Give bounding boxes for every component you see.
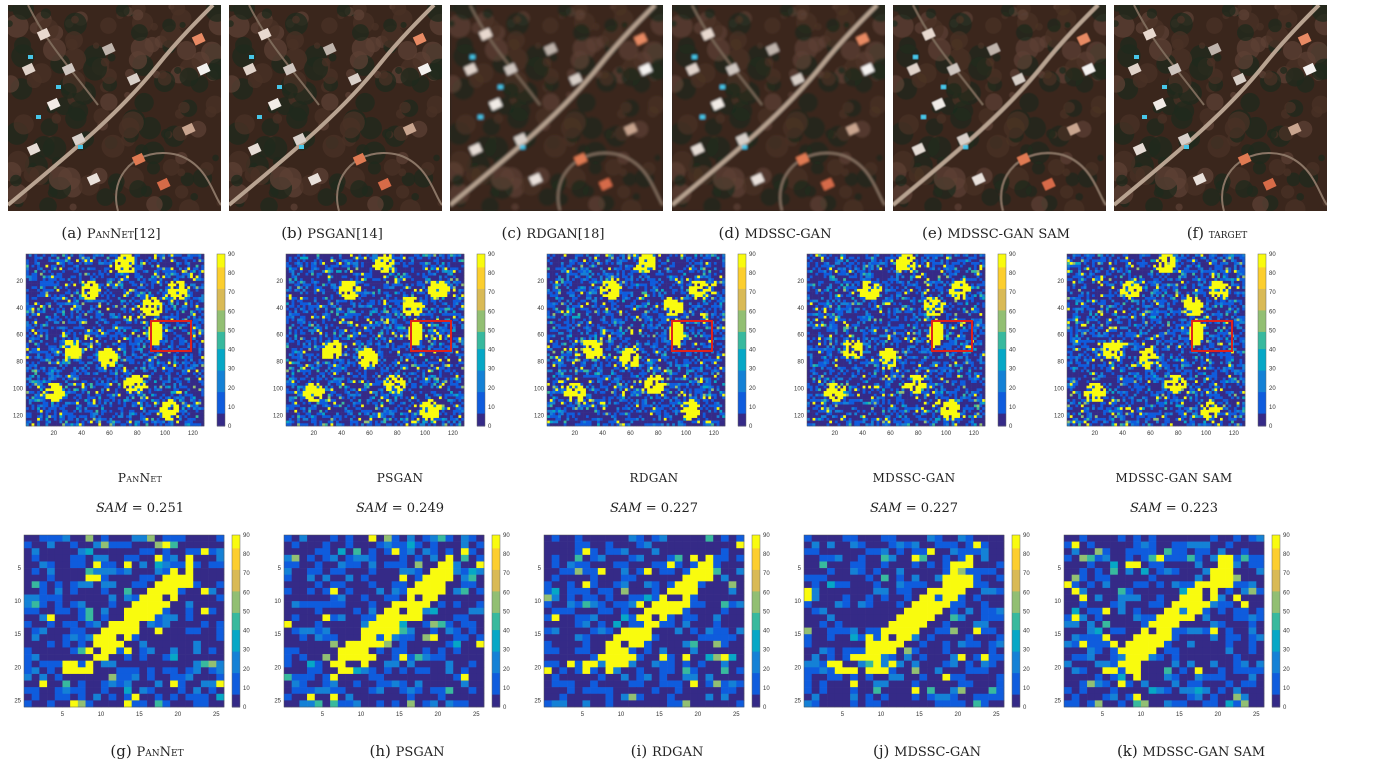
satellite-image bbox=[450, 5, 663, 211]
zoom-sam-heatmap: 5 10 15 20 25 5 10 15 20 25 0 10 20 30 40 50 60 70 80 90 bbox=[520, 530, 788, 730]
caption-f: (f) target bbox=[1102, 224, 1332, 242]
zoom-sam-heatmap: 5 10 15 20 25 5 10 15 20 25 0 10 20 30 40 50 60 70 80 90 bbox=[0, 530, 268, 730]
method-label-rdgan: RDGAN bbox=[554, 471, 754, 485]
zoom-sam-heatmap: 5 10 15 20 25 5 10 15 20 25 0 10 20 30 40 50 60 70 80 90 bbox=[780, 530, 1048, 730]
full-sam-heatmap: 20 40 60 80 100 120 20 40 60 80 100 120 0 10 20 30 40 50 6… bbox=[260, 250, 510, 440]
satellite-image bbox=[1114, 5, 1327, 211]
caption-a: (a) PanNet[12] bbox=[0, 224, 226, 242]
satellite-image bbox=[893, 5, 1106, 211]
method-label-mdssc-gan: MDSSC-GAN bbox=[814, 471, 1014, 485]
method-label-mdssc-gan-sam: MDSSC-GAN SAM bbox=[1074, 471, 1274, 485]
caption-d: (d) MDSSC-GAN bbox=[660, 224, 890, 242]
method-label-pannet: PanNet bbox=[40, 471, 240, 485]
sam-value-psgan: SAM = 0.249 bbox=[300, 501, 500, 516]
caption-e: (e) MDSSC-GAN SAM bbox=[881, 224, 1111, 242]
caption-h: (h) PSGAN bbox=[292, 742, 522, 760]
satellite-image bbox=[8, 5, 221, 211]
satellite-image bbox=[672, 5, 885, 211]
method-label-psgan: PSGAN bbox=[300, 471, 500, 485]
full-sam-heatmap: 20 40 60 80 100 120 20 40 60 80 100 120 0 10 20 30 40 50 6… bbox=[0, 250, 250, 440]
sam-value-rdgan: SAM = 0.227 bbox=[554, 501, 754, 516]
sam-value-pannet: SAM = 0.251 bbox=[40, 501, 240, 516]
caption-k: (k) MDSSC-GAN SAM bbox=[1076, 742, 1306, 760]
caption-c: (c) RDGAN[18] bbox=[438, 224, 668, 242]
sam-value-mdssc-gan: SAM = 0.227 bbox=[814, 501, 1014, 516]
caption-i: (i) RDGAN bbox=[552, 742, 782, 760]
full-sam-heatmap: 20 40 60 80 100 120 20 40 60 80 100 120 0 10 20 30 40 50 6… bbox=[781, 250, 1031, 440]
full-sam-heatmap: 20 40 60 80 100 120 20 40 60 80 100 120 0 10 20 30 40 50 6… bbox=[1041, 250, 1291, 440]
zoom-sam-heatmap: 5 10 15 20 25 5 10 15 20 25 0 10 20 30 40 50 60 70 80 90 bbox=[1040, 530, 1308, 730]
satellite-image bbox=[229, 5, 442, 211]
caption-g: (g) PanNet bbox=[32, 742, 262, 760]
caption-b: (b) PSGAN[14] bbox=[217, 224, 447, 242]
zoom-sam-heatmap: 5 10 15 20 25 5 10 15 20 25 0 10 20 30 40 50 60 70 80 90 bbox=[260, 530, 528, 730]
full-sam-heatmap: 20 40 60 80 100 120 20 40 60 80 100 120 0 10 20 30 40 50 6… bbox=[521, 250, 771, 440]
sam-value-mdssc-gan-sam: SAM = 0.223 bbox=[1074, 501, 1274, 516]
caption-j: (j) MDSSC-GAN bbox=[812, 742, 1042, 760]
